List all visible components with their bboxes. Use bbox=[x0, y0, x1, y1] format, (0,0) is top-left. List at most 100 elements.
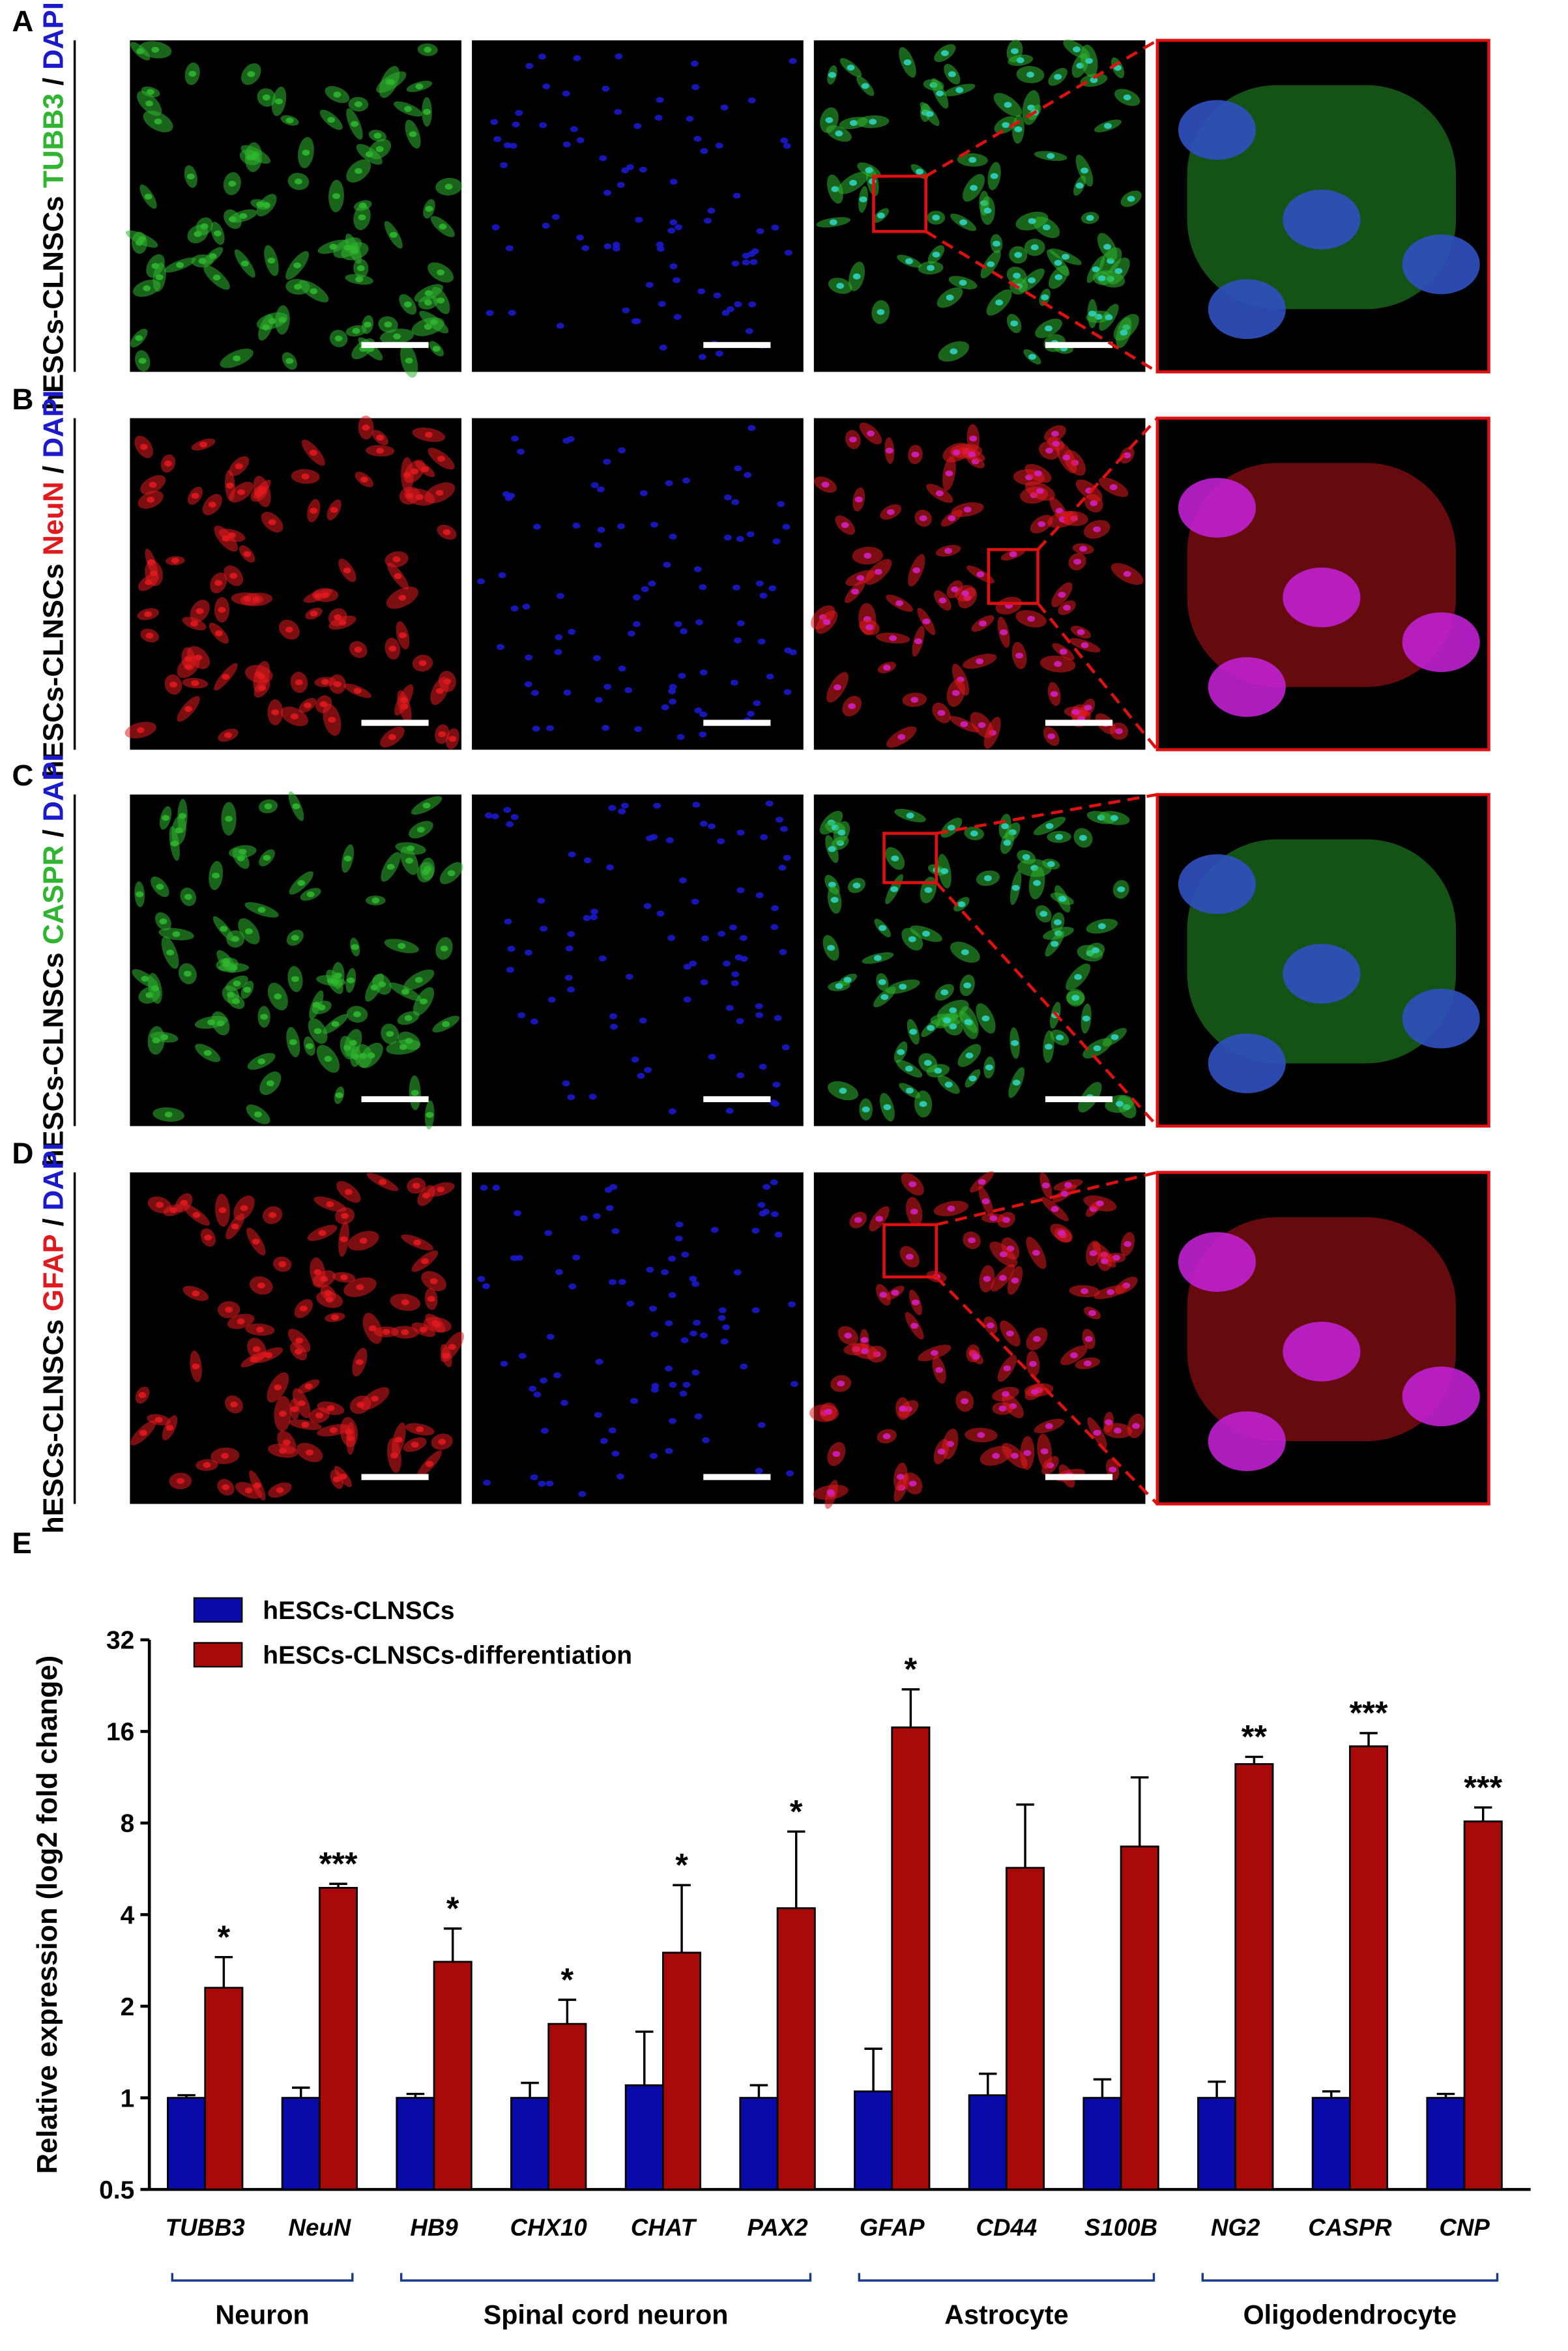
nucleus bbox=[431, 1320, 439, 1326]
nucleus bbox=[375, 146, 384, 153]
nucleus bbox=[237, 1318, 245, 1324]
nucleus bbox=[691, 84, 700, 91]
x-tick-label: CASPR bbox=[1308, 2214, 1392, 2241]
nucleus bbox=[583, 857, 592, 864]
nucleus bbox=[318, 1230, 327, 1236]
nucleus bbox=[306, 1449, 313, 1456]
nucleus bbox=[246, 154, 254, 161]
nucleus bbox=[1003, 1365, 1011, 1371]
nucleus bbox=[376, 447, 385, 454]
group-label: Oligodendrocyte bbox=[1243, 2300, 1457, 2329]
nucleus bbox=[751, 1227, 760, 1234]
nucleus bbox=[645, 282, 654, 288]
nucleus bbox=[240, 260, 249, 267]
nucleus bbox=[509, 143, 517, 149]
nucleus bbox=[678, 673, 686, 679]
nucleus bbox=[772, 538, 781, 545]
nucleus bbox=[196, 607, 204, 615]
nucleus bbox=[1054, 259, 1062, 266]
nucleus bbox=[925, 111, 934, 117]
nucleus bbox=[398, 632, 407, 639]
nucleus bbox=[139, 1429, 147, 1436]
bar bbox=[1234, 1763, 1274, 2191]
nucleus bbox=[849, 436, 857, 443]
nucleus bbox=[143, 285, 151, 291]
nucleus bbox=[693, 136, 702, 142]
nucleus bbox=[779, 826, 788, 832]
nucleus bbox=[401, 1299, 409, 1306]
nucleus bbox=[1000, 629, 1008, 635]
nucleus bbox=[138, 1392, 147, 1398]
nucleus bbox=[403, 301, 412, 308]
significance: *** bbox=[1350, 1694, 1388, 1731]
nucleus bbox=[614, 109, 622, 115]
nucleus bbox=[986, 1322, 995, 1329]
nucleus bbox=[1011, 1277, 1019, 1284]
nucleus bbox=[998, 1405, 1007, 1412]
nucleus bbox=[1081, 1288, 1089, 1294]
nucleus bbox=[268, 519, 276, 525]
nucleus bbox=[522, 604, 530, 610]
nucleus bbox=[734, 465, 742, 472]
nucleus bbox=[415, 83, 424, 90]
nucleus bbox=[1120, 329, 1128, 336]
nucleus bbox=[781, 1044, 790, 1051]
nucleus bbox=[943, 1017, 951, 1024]
nucleus bbox=[968, 1075, 977, 1082]
nucleus bbox=[770, 1179, 778, 1186]
nucleus bbox=[760, 834, 768, 841]
group-label: Astrocyte bbox=[944, 2300, 1068, 2329]
nucleus bbox=[230, 1401, 238, 1408]
nucleus bbox=[827, 944, 835, 951]
legend-label: hESCs-CLNSCs-differentiation bbox=[263, 1642, 632, 1670]
bar bbox=[396, 2097, 435, 2191]
nucleus bbox=[922, 618, 931, 624]
nucleus bbox=[260, 1014, 269, 1020]
bar bbox=[1006, 1867, 1045, 2191]
nucleus bbox=[590, 482, 599, 488]
nucleus bbox=[715, 142, 723, 149]
x-tick-label: NG2 bbox=[1211, 2214, 1260, 2241]
nucleus bbox=[937, 1448, 946, 1455]
nucleus bbox=[247, 71, 255, 78]
nucleus bbox=[968, 1237, 976, 1244]
y-tick-label: 32 bbox=[106, 1627, 134, 1655]
nucleus bbox=[149, 482, 157, 488]
nucleus bbox=[736, 887, 745, 894]
nucleus bbox=[1090, 77, 1098, 83]
nucleus bbox=[788, 1301, 796, 1307]
y-tick-label: 4 bbox=[121, 1901, 135, 1929]
nucleus bbox=[554, 649, 562, 656]
nucleus bbox=[859, 196, 867, 203]
nucleus bbox=[405, 492, 414, 499]
nucleus bbox=[491, 813, 499, 820]
nucleus bbox=[1109, 1467, 1117, 1473]
nucleus bbox=[386, 864, 395, 870]
nucleus bbox=[1123, 452, 1131, 459]
nucleus bbox=[905, 1087, 914, 1094]
nucleus bbox=[503, 142, 512, 149]
nucleus bbox=[1047, 153, 1055, 159]
bar bbox=[1311, 2097, 1351, 2191]
nucleus bbox=[985, 1064, 993, 1071]
nucleus bbox=[707, 207, 716, 214]
nucleus bbox=[359, 1053, 368, 1059]
nucleus bbox=[1011, 1452, 1019, 1459]
nucleus bbox=[644, 1066, 652, 1073]
nucleus bbox=[191, 493, 199, 499]
nucleus bbox=[232, 998, 240, 1004]
nucleus bbox=[927, 265, 935, 271]
nucleus bbox=[998, 1275, 1007, 1281]
nucleus bbox=[409, 131, 417, 138]
nucleus bbox=[194, 231, 202, 237]
nucleus bbox=[1023, 1450, 1032, 1456]
nucleus bbox=[952, 449, 961, 456]
x-tick-label: HB9 bbox=[410, 2214, 458, 2241]
nucleus bbox=[225, 815, 233, 822]
nucleus bbox=[419, 998, 428, 1004]
nucleus bbox=[961, 949, 969, 956]
nucleus bbox=[398, 594, 407, 601]
nucleus bbox=[239, 212, 248, 220]
nucleus bbox=[650, 1331, 659, 1337]
